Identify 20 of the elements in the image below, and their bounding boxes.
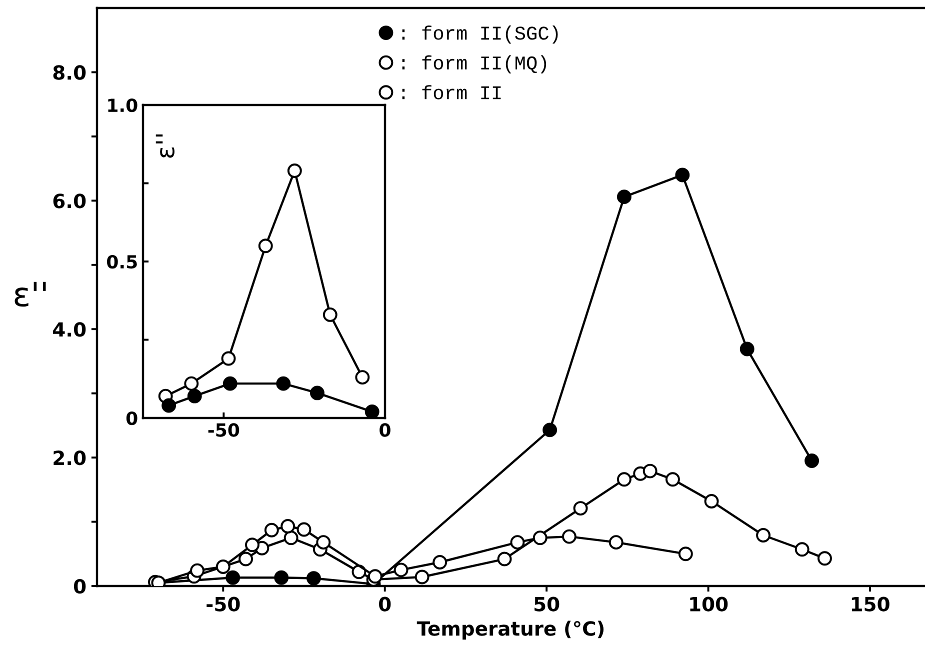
x-tick-label: 100	[690, 596, 728, 612]
x-tick-label: 0	[379, 596, 391, 612]
legend-label: : form II(SGC)	[402, 26, 558, 44]
y-tick-label: 1.0	[108, 98, 138, 112]
y-axis-title: ε''	[14, 282, 46, 307]
y-tick-label: 2.0	[54, 450, 86, 466]
x-tick-label: -50	[208, 423, 240, 437]
x-tick-label: -50	[206, 596, 240, 612]
x-tick-label: 150	[852, 596, 890, 612]
legend-label: : form II	[402, 85, 501, 100]
y-axis-title: ε''	[156, 134, 174, 158]
x-tick-label: 50	[534, 596, 560, 612]
y-tick-label: 6.0	[53, 194, 86, 208]
legend-label: : form II(MQ)	[402, 55, 546, 74]
x-axis-title: Temperature (°C)	[416, 620, 604, 640]
y-tick-label: 4.0	[53, 322, 86, 337]
y-tick-label: 8.0	[53, 65, 86, 80]
y-tick-label: 0	[126, 411, 138, 426]
y-tick-label: 0.5	[107, 254, 137, 269]
y-tick-label: 0	[74, 578, 86, 594]
